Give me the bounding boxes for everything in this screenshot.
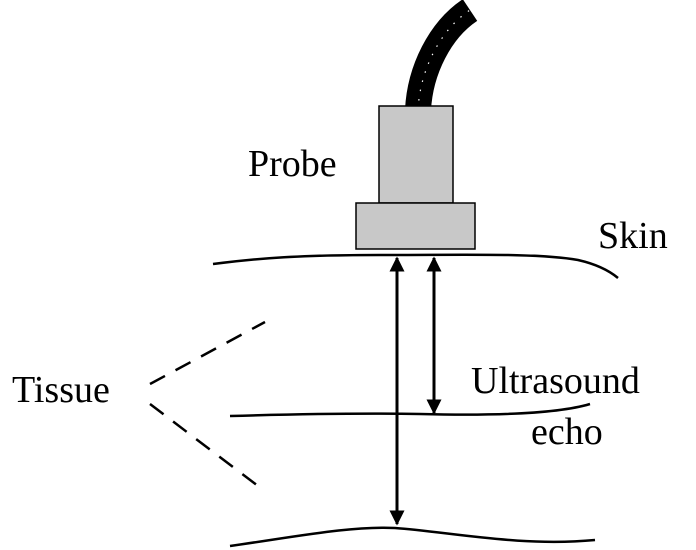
skin-line [212, 253, 619, 279]
skin-label: Skin [598, 215, 668, 257]
tissue-boundary-2 [229, 526, 596, 548]
ultrasound-echo-label-line1: Ultrasound [471, 360, 640, 402]
probe-head [355, 202, 476, 250]
probe-label: Probe [248, 143, 337, 185]
tissue-pointer-lower [149, 403, 259, 487]
probe-handle [378, 105, 454, 204]
probe-cable [405, 0, 478, 112]
tissue-label: Tissue [12, 369, 110, 411]
tissue-pointer-upper [149, 320, 266, 386]
ultrasound-echo-label-line2: echo [531, 411, 603, 453]
tissue-boundary-1 [229, 402, 591, 418]
